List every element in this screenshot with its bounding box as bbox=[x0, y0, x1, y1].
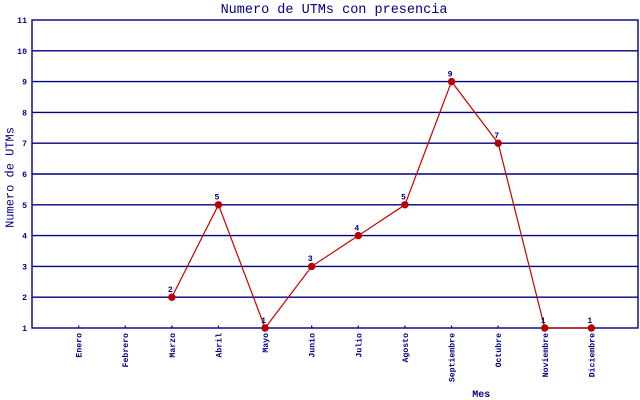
svg-text:Numero de UTMs: Numero de UTMs bbox=[4, 127, 18, 228]
svg-text:Septiembre: Septiembre bbox=[448, 333, 458, 382]
svg-text:4: 4 bbox=[354, 224, 359, 233]
svg-text:9: 9 bbox=[448, 70, 453, 79]
svg-text:Mes: Mes bbox=[472, 390, 490, 400]
svg-text:7: 7 bbox=[494, 132, 499, 141]
svg-text:Noviembre: Noviembre bbox=[541, 333, 551, 377]
svg-text:1: 1 bbox=[587, 317, 592, 326]
svg-text:Abril: Abril bbox=[214, 333, 224, 358]
svg-text:Enero: Enero bbox=[76, 333, 85, 358]
svg-text:Numero de UTMs con presencia: Numero de UTMs con presencia bbox=[221, 3, 448, 18]
svg-text:5: 5 bbox=[22, 202, 27, 211]
svg-text:8: 8 bbox=[22, 109, 27, 118]
svg-text:Junio: Junio bbox=[308, 333, 318, 358]
svg-text:10: 10 bbox=[17, 48, 27, 57]
svg-text:Agosto: Agosto bbox=[402, 333, 411, 363]
svg-text:Julio: Julio bbox=[354, 333, 364, 358]
svg-text:5: 5 bbox=[401, 194, 406, 203]
svg-text:11: 11 bbox=[17, 17, 27, 26]
svg-text:6: 6 bbox=[22, 171, 27, 180]
svg-text:7: 7 bbox=[22, 140, 27, 149]
svg-text:1: 1 bbox=[22, 325, 27, 334]
svg-text:1: 1 bbox=[261, 317, 266, 326]
svg-text:Mayo: Mayo bbox=[262, 333, 271, 353]
svg-text:Diciembre: Diciembre bbox=[587, 333, 597, 377]
svg-text:4: 4 bbox=[22, 233, 27, 242]
svg-text:1: 1 bbox=[541, 317, 546, 326]
svg-text:3: 3 bbox=[22, 263, 27, 272]
svg-text:Octubre: Octubre bbox=[494, 333, 504, 367]
svg-text:Febrero: Febrero bbox=[121, 333, 131, 367]
svg-text:5: 5 bbox=[214, 194, 219, 203]
svg-text:2: 2 bbox=[22, 294, 27, 303]
svg-text:Marzo: Marzo bbox=[169, 333, 178, 358]
svg-text:3: 3 bbox=[308, 255, 313, 264]
svg-text:2: 2 bbox=[168, 286, 173, 295]
svg-text:9: 9 bbox=[22, 79, 27, 88]
